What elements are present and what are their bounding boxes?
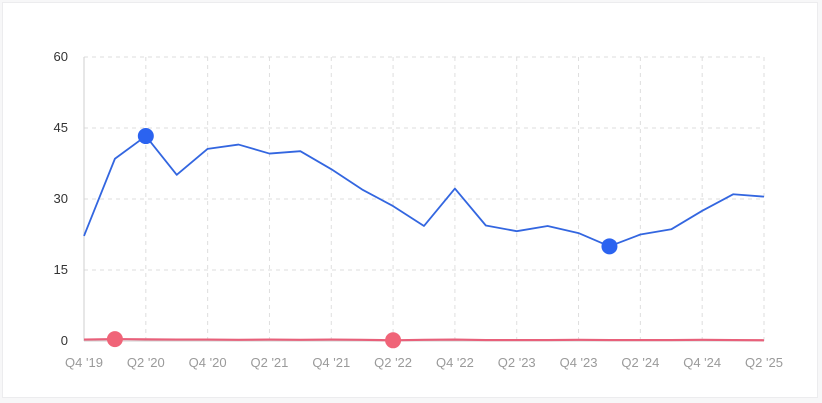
x-tick-label: Q2 '25 — [745, 355, 783, 370]
x-tick-label: Q4 '22 — [436, 355, 474, 370]
series-group — [83, 128, 765, 349]
y-tick-label: 15 — [54, 262, 68, 277]
x-axis: Q4 '19 Q2 '20 Q4 '20 Q2 '21 Q4 '21 Q2 '22 Q4 '… — [65, 340, 783, 370]
chart-card: 0 15 30 45 60 Q4 '19 Q2 '20 Q4 '20 Q2 '21 Q4 '21… — [2, 2, 818, 398]
data-point-marker — [601, 238, 618, 255]
x-tick-label: Q2 '22 — [374, 355, 412, 370]
x-tick-label: Q2 '23 — [498, 355, 536, 370]
x-tick-label: Q4 '20 — [189, 355, 227, 370]
data-point-marker — [385, 332, 402, 349]
x-tick-label: Q2 '21 — [251, 355, 289, 370]
data-point-marker — [106, 331, 123, 348]
data-point-marker — [137, 128, 154, 145]
grid-lines — [84, 56, 765, 341]
y-tick-label: 0 — [61, 333, 68, 348]
y-tick-label: 45 — [54, 120, 68, 135]
x-tick-label: Q4 '21 — [312, 355, 350, 370]
x-tick-label: Q4 '23 — [560, 355, 598, 370]
series-line-2 — [83, 338, 765, 342]
line-chart: 0 15 30 45 60 Q4 '19 Q2 '20 Q4 '20 Q2 '21 Q4 '21… — [54, 49, 783, 370]
y-tick-label: 30 — [54, 191, 68, 206]
x-tick-label: Q2 '24 — [621, 355, 659, 370]
x-tick-label: Q4 '24 — [683, 355, 721, 370]
series-line-1 — [83, 135, 765, 248]
y-axis: 0 15 30 45 60 — [54, 49, 85, 348]
x-tick-label: Q2 '20 — [127, 355, 165, 370]
y-tick-label: 60 — [54, 49, 68, 64]
x-tick-label: Q4 '19 — [65, 355, 103, 370]
